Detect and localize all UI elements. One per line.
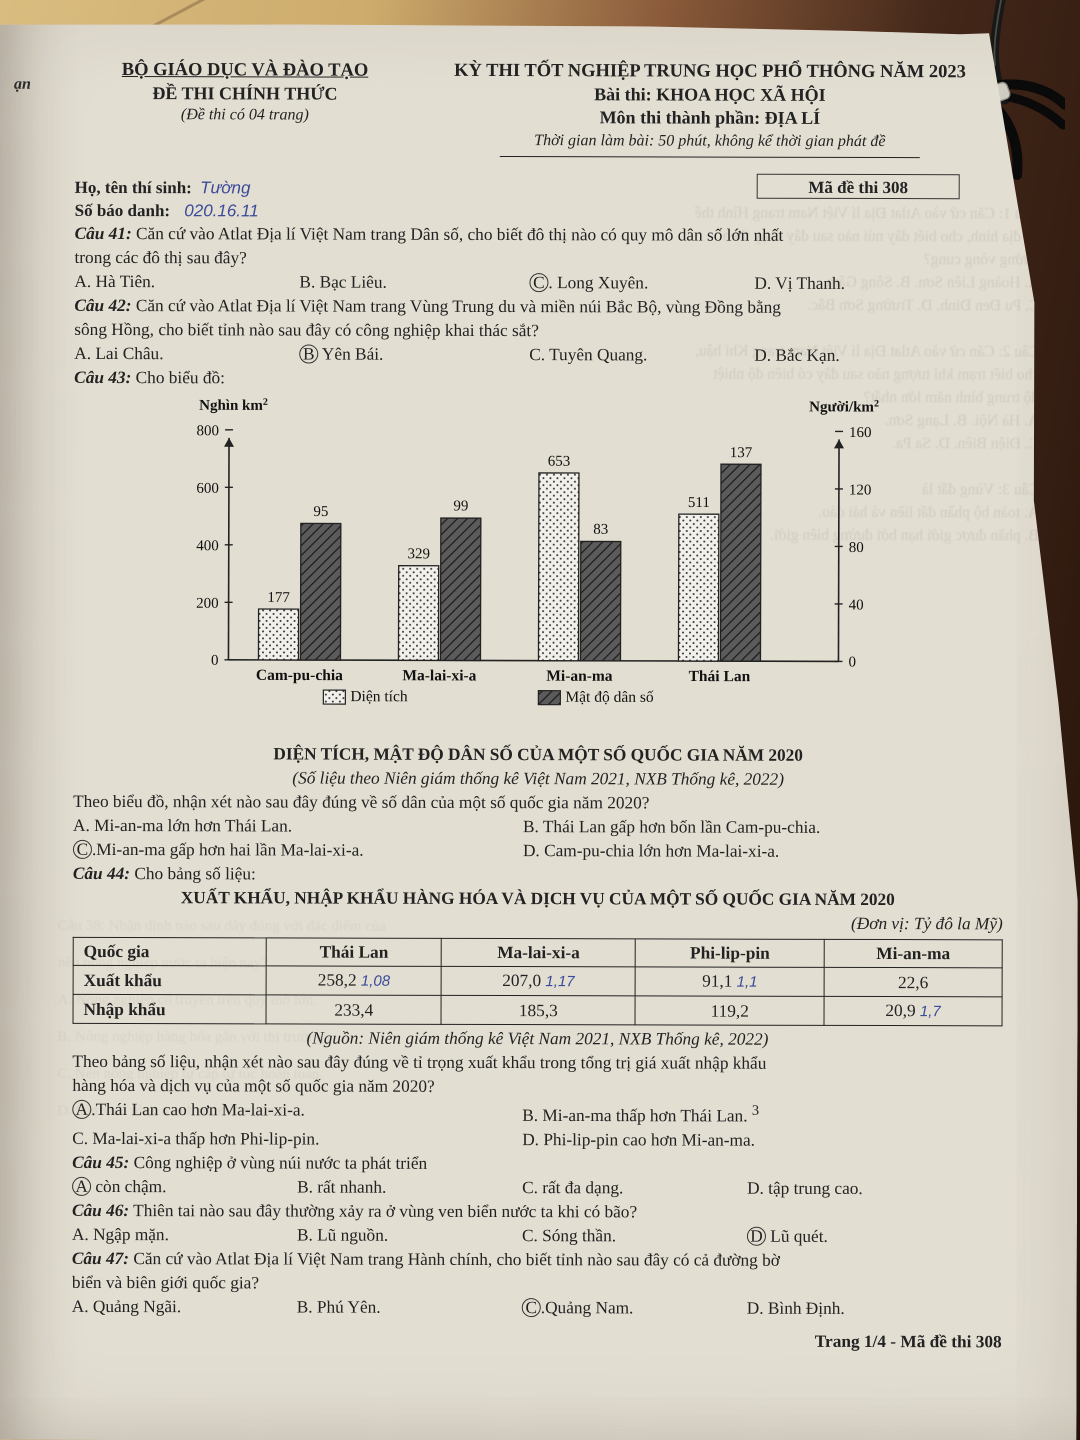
svg-text:99: 99 <box>453 498 468 514</box>
svg-text:177: 177 <box>267 590 290 606</box>
svg-text:80: 80 <box>849 540 864 556</box>
svg-text:200: 200 <box>196 596 219 612</box>
svg-text:400: 400 <box>196 538 219 554</box>
svg-text:Cam-pu-chia: Cam-pu-chia <box>256 667 343 684</box>
svg-text:Người/km2: Người/km2 <box>809 398 879 416</box>
svg-text:Thái Lan: Thái Lan <box>689 668 751 685</box>
svg-text:511: 511 <box>688 495 710 511</box>
svg-text:137: 137 <box>730 445 753 461</box>
svg-text:0: 0 <box>211 653 219 669</box>
svg-text:Mi-an-ma: Mi-an-ma <box>546 668 613 685</box>
svg-text:160: 160 <box>849 425 872 441</box>
svg-text:Diện tích: Diện tích <box>350 688 408 705</box>
svg-text:Ma-lai-xi-a: Ma-lai-xi-a <box>402 667 476 684</box>
svg-text:120: 120 <box>849 482 872 498</box>
svg-text:329: 329 <box>407 546 430 562</box>
svg-text:600: 600 <box>196 481 219 497</box>
svg-text:40: 40 <box>849 597 864 613</box>
svg-text:653: 653 <box>548 454 571 470</box>
svg-text:Nghìn km2: Nghìn km2 <box>199 396 268 414</box>
svg-text:Mật độ dân số: Mật độ dân số <box>565 689 654 706</box>
svg-text:0: 0 <box>848 654 856 670</box>
svg-text:800: 800 <box>197 423 220 439</box>
svg-text:83: 83 <box>593 522 608 538</box>
svg-text:95: 95 <box>313 504 328 520</box>
